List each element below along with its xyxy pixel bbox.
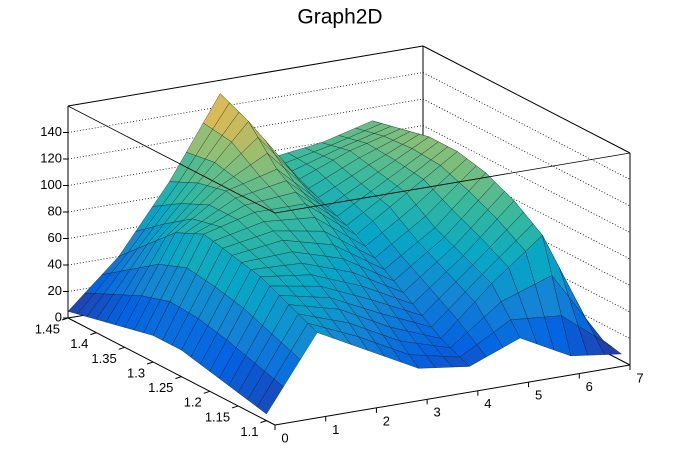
x-tick-label: 6 [586,379,593,394]
z-tick-label: 100 [40,177,62,192]
x-tick-label: 2 [383,413,390,428]
x-tick-label: 5 [535,388,542,403]
z-tick-label: 60 [48,230,62,245]
z-tick-label: 0 [55,309,62,324]
y-tick-label: 1.2 [184,395,202,410]
x-tick-label: 1 [332,422,339,437]
grid-line [67,72,424,133]
z-tick-label: 80 [48,203,62,218]
surface-cell [256,378,284,415]
y-tick-label: 1.1 [240,424,258,439]
y-tick [231,405,239,409]
box-edge [274,152,631,214]
x-axis-line [274,364,631,426]
y-tick-label: 1.45 [35,321,60,336]
z-tick-label: 40 [48,256,62,271]
x-tick-label: 3 [434,405,441,420]
y-axis-line [67,317,276,426]
x-tick-label: 0 [281,430,288,445]
y-tick [90,332,97,336]
z-tick-label: 120 [40,150,62,165]
y-tick [175,376,182,380]
y-tick [203,390,210,394]
y-tick [61,317,69,321]
y-tick-label: 1.3 [127,365,145,380]
y-tick-label: 1.4 [70,336,88,351]
chart-title: Graph2D [297,6,382,29]
y-tick-label: 1.35 [91,351,116,366]
box-edge [67,45,424,107]
y-tick [118,346,125,350]
z-tick-label: 20 [48,283,62,298]
box-edge [422,45,631,154]
x-tick-label: 4 [484,396,491,411]
y-tick [146,361,154,365]
box-edge [67,105,276,214]
y-tick [260,420,267,424]
z-tick-label: 140 [40,124,62,139]
y-tick-label: 1.25 [148,380,173,395]
y-tick-label: 1.15 [205,409,230,424]
x-tick-label: 7 [636,370,643,385]
